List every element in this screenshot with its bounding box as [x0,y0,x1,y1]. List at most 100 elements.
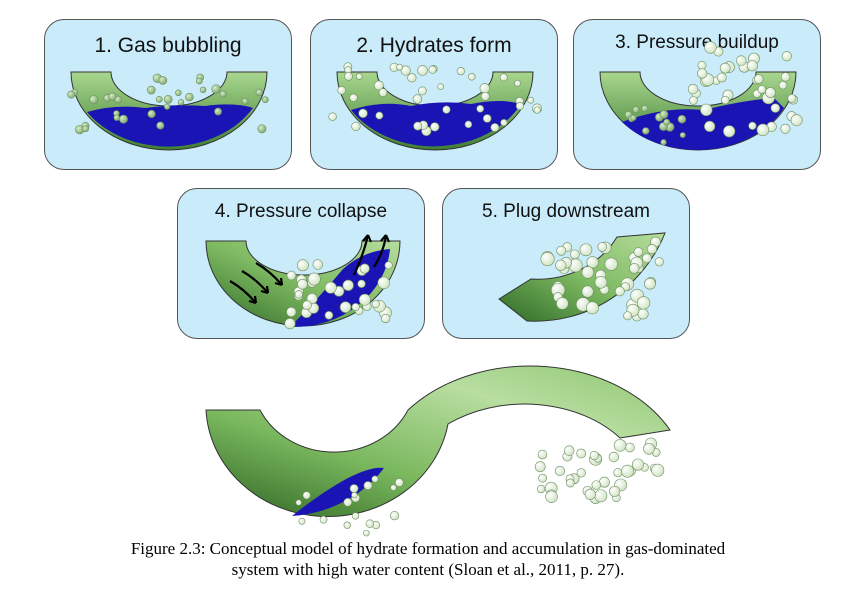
particle [456,67,465,76]
gas-bubbles [624,105,687,146]
particle [609,485,621,497]
particle [584,488,596,500]
particle [594,489,608,503]
particle [659,110,669,119]
particle [175,89,182,96]
panel-title: 2. Hydrates form [311,34,557,58]
particle [654,257,664,267]
particle [312,259,323,270]
particle [108,92,117,101]
particle [515,101,525,111]
particle [721,95,730,105]
particle [537,449,548,460]
particle [177,99,185,106]
arrow-icon [373,234,388,268]
hydrate-plug [540,236,664,322]
arrow-icon [255,262,283,286]
arrow-icon [241,270,269,294]
particle [349,93,358,102]
particle [351,491,358,499]
particle [748,121,757,130]
particle [324,311,334,320]
particle [642,253,652,264]
particle [82,125,89,133]
particle [641,105,649,113]
panel-title-text: Pressure collapse [236,201,388,222]
particle [298,517,306,525]
arrow-icon [229,280,257,304]
particle [147,85,156,95]
particle [540,251,555,267]
particle [579,243,593,257]
water-layer [622,98,784,150]
panel-title-text: Gas bubbling [117,34,242,57]
panel-title: 1. Gas bubbling [45,34,291,58]
particle [594,276,608,289]
particle [589,450,599,461]
particle [418,86,427,96]
particle [555,259,567,271]
particle [646,244,658,255]
water-layer [87,104,253,147]
particle [359,263,370,274]
particle [500,119,508,127]
particle [337,86,346,95]
particle [413,121,423,131]
particle [614,286,625,297]
particle [295,499,302,506]
panel-hydrates-form: 2. Hydrates form [310,19,558,170]
particle [384,261,393,270]
panel-gas-bubbling: 1. Gas bubbling [44,19,292,170]
particle [214,107,222,116]
particle [365,519,375,528]
particle [716,72,727,83]
hydrate-plug [284,259,393,330]
particle [407,73,417,83]
particle [781,51,792,62]
particle [211,84,221,94]
particle [480,91,490,101]
particle [428,65,437,74]
particle [569,249,580,260]
particle [381,313,391,324]
particle [199,86,207,94]
particle [527,96,535,104]
particle [757,85,767,94]
flow-arrows-in [229,262,284,305]
particle [371,299,380,309]
particle [719,62,731,74]
pipe-illustration [67,71,269,151]
particle [629,263,640,274]
particle [394,478,404,487]
particle [631,458,644,471]
panel-title-text: Hydrates form [379,34,512,57]
particle [302,300,312,311]
particle [625,442,635,453]
particle [608,451,620,463]
particle [389,511,400,521]
particle [660,139,667,146]
particle [219,90,227,98]
particle [613,439,627,452]
particle [753,74,764,84]
particle [373,80,384,91]
particle [621,464,634,478]
particle [613,468,623,478]
particle [339,301,352,313]
hydrate-particles [328,62,543,137]
particle [468,73,476,81]
pipe-illustration [328,62,543,151]
particle [363,481,373,490]
particle [119,114,128,124]
particle [545,490,558,504]
particle [482,114,492,123]
particle [565,478,575,488]
particle [358,108,368,119]
panel-pressure-collapse: 4. Pressure collapse [177,188,425,339]
water-layer [292,467,384,516]
particle [642,127,650,135]
particle [536,484,546,494]
particle [343,521,351,529]
particle [430,122,440,132]
particle [302,491,311,500]
